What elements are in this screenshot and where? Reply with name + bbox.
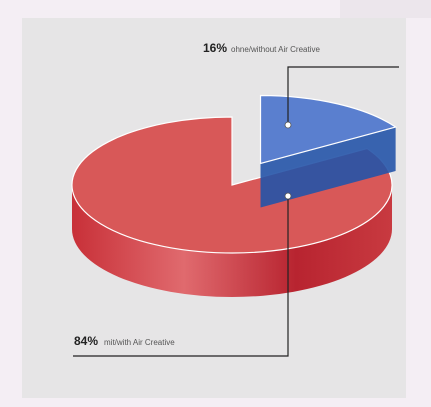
label-bottom: 84% mit/with Air Creative (73, 192, 292, 357)
slice-label-top: ohne/without Air Creative (231, 45, 320, 54)
pie-slice-top-1 (259, 94, 398, 165)
slice-percent-top: 16% (203, 41, 227, 55)
marker-dot-top (284, 121, 292, 129)
label-top: 16% ohne/without Air Creative (203, 41, 399, 129)
slice-label-bottom: mit/with Air Creative (104, 338, 175, 347)
leader-line-top (287, 66, 399, 125)
pie-slice-1 (259, 94, 398, 208)
background-tab (340, 0, 431, 18)
slice-percent-bottom: 84% (74, 334, 98, 348)
pie-slice-face-1-1 (260, 127, 396, 208)
leader-line-bottom (73, 196, 289, 357)
pie-slice-top-0 (71, 116, 393, 254)
pie-slice-side-0 (72, 185, 392, 297)
marker-dot-bottom (284, 192, 292, 200)
